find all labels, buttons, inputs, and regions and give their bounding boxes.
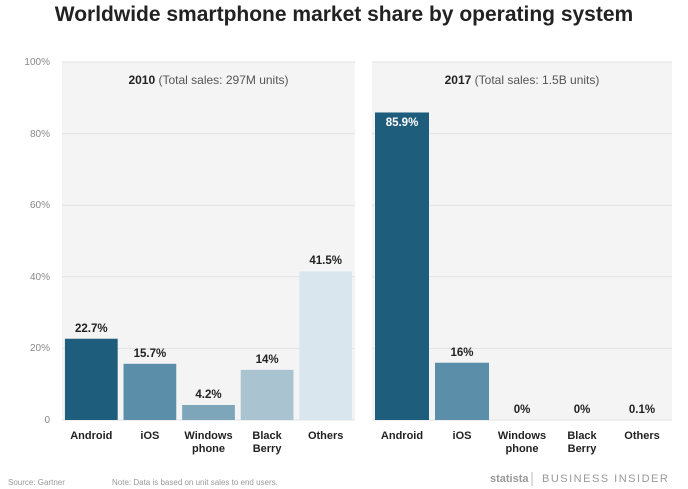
value-label: 16%: [450, 346, 474, 359]
y-tick-label: 100%: [24, 57, 50, 68]
x-tick-label: Others: [624, 430, 660, 442]
bar: [123, 363, 177, 420]
panel-year: 2010: [128, 73, 156, 87]
y-tick-label: 60%: [29, 200, 50, 212]
panel-heading: 2017 (Total sales: 1.5B units): [372, 74, 672, 87]
x-tick-label: Black Berry: [567, 430, 597, 455]
value-label: 0%: [573, 404, 591, 416]
x-tick-label: Black Berry: [252, 430, 282, 455]
y-tick-label: 0: [44, 415, 50, 426]
bar: [240, 369, 294, 420]
x-tick-label: iOS: [140, 430, 160, 442]
note: Note: Data is based on unit sales to end…: [112, 478, 278, 487]
panel-heading: 2010 (Total sales: 297M units): [62, 74, 355, 87]
x-tick-label: iOS: [452, 430, 472, 442]
panel-subtitle: (Total sales: 1.5B units): [474, 73, 600, 87]
panel-subtitle: (Total sales: 297M units): [158, 73, 289, 87]
statista-logo: statista: [490, 473, 529, 485]
source: Source: Gartner: [8, 478, 65, 487]
bar: [375, 112, 429, 420]
y-tick-label: 80%: [29, 128, 50, 140]
x-tick-label: Others: [307, 430, 344, 442]
x-tick-label: Android: [380, 430, 424, 442]
y-tick-label: 20%: [29, 343, 50, 355]
x-tick-label: Android: [70, 430, 113, 442]
x-tick-label: Windows phone: [497, 430, 547, 455]
value-label: 4.2%: [195, 388, 222, 401]
bar: [182, 404, 235, 420]
y-tick-label: 40%: [29, 271, 50, 283]
value-label: 41.5%: [309, 255, 342, 268]
bar: [435, 362, 489, 420]
value-label: 14%: [255, 353, 279, 366]
chart-title: Worldwide smartphone market share by ope…: [54, 3, 634, 26]
value-label: 85.9%: [385, 117, 419, 130]
x-tick-label: Windows phone: [184, 430, 233, 455]
brand: BUSINESS INSIDER: [542, 473, 670, 485]
value-label: 22.7%: [74, 322, 108, 335]
bar: [299, 271, 353, 420]
value-label: 0%: [513, 404, 531, 416]
bar: [64, 338, 118, 420]
value-label: 15.7%: [133, 347, 167, 360]
panel-year: 2017: [444, 73, 472, 87]
value-label: 0.1%: [628, 403, 656, 416]
